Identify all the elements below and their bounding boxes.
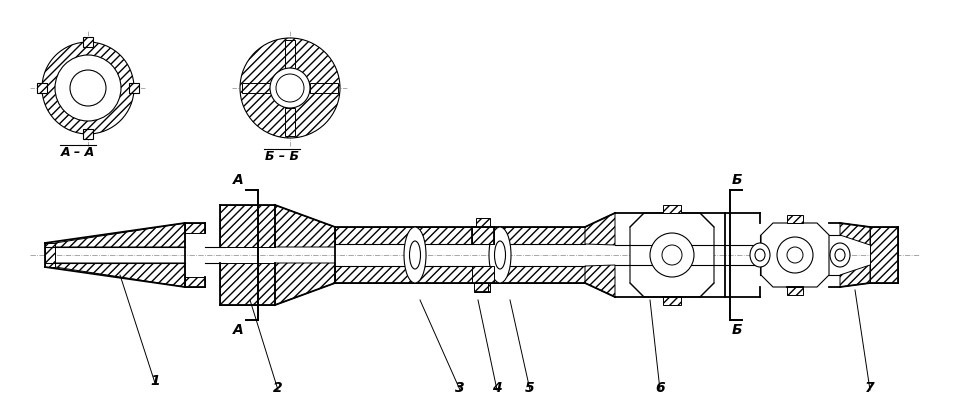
Bar bbox=[787, 215, 803, 223]
Circle shape bbox=[42, 42, 134, 134]
Ellipse shape bbox=[404, 227, 426, 283]
Circle shape bbox=[662, 245, 682, 265]
Bar bbox=[472, 266, 494, 283]
Polygon shape bbox=[55, 223, 185, 247]
Bar bbox=[129, 83, 139, 93]
Text: 1: 1 bbox=[150, 374, 160, 388]
Text: 3: 3 bbox=[455, 381, 465, 395]
Polygon shape bbox=[761, 223, 829, 287]
Text: 7: 7 bbox=[865, 381, 875, 395]
Polygon shape bbox=[275, 205, 335, 247]
Circle shape bbox=[70, 70, 106, 106]
Bar bbox=[787, 287, 803, 295]
Ellipse shape bbox=[835, 249, 845, 261]
Text: А: А bbox=[234, 173, 244, 187]
Polygon shape bbox=[275, 263, 335, 305]
Bar bbox=[285, 108, 295, 136]
Ellipse shape bbox=[755, 249, 765, 261]
Circle shape bbox=[787, 247, 803, 263]
Ellipse shape bbox=[750, 243, 770, 267]
Text: Б: Б bbox=[732, 323, 742, 337]
Text: А: А bbox=[234, 323, 244, 337]
Text: 5: 5 bbox=[525, 381, 535, 395]
Ellipse shape bbox=[830, 243, 850, 267]
Text: Б – Б: Б – Б bbox=[265, 150, 299, 163]
Text: А – А: А – А bbox=[61, 146, 95, 159]
Circle shape bbox=[270, 68, 310, 108]
Polygon shape bbox=[840, 223, 870, 245]
Bar bbox=[663, 205, 681, 213]
Bar bbox=[220, 263, 275, 305]
Bar bbox=[220, 205, 275, 247]
Text: 2: 2 bbox=[273, 381, 283, 395]
Bar bbox=[242, 83, 270, 93]
Text: 6: 6 bbox=[655, 381, 665, 395]
Bar bbox=[663, 297, 681, 305]
Ellipse shape bbox=[410, 241, 421, 269]
Bar bbox=[45, 243, 55, 267]
Bar bbox=[185, 277, 205, 287]
Bar bbox=[310, 83, 338, 93]
Bar bbox=[476, 283, 490, 292]
Bar bbox=[870, 227, 898, 283]
Bar bbox=[472, 227, 494, 244]
Circle shape bbox=[777, 237, 813, 273]
Bar bbox=[285, 40, 295, 68]
Bar bbox=[83, 37, 93, 47]
Text: 4: 4 bbox=[492, 381, 502, 395]
Circle shape bbox=[276, 74, 304, 102]
Bar bbox=[476, 218, 490, 227]
Bar bbox=[83, 129, 93, 139]
Bar bbox=[335, 266, 585, 283]
Circle shape bbox=[55, 55, 121, 121]
Bar bbox=[335, 227, 585, 244]
Polygon shape bbox=[585, 265, 615, 297]
Circle shape bbox=[650, 233, 694, 277]
Polygon shape bbox=[55, 263, 185, 287]
Ellipse shape bbox=[489, 227, 511, 283]
Bar bbox=[474, 283, 488, 292]
Ellipse shape bbox=[494, 241, 506, 269]
Circle shape bbox=[240, 38, 340, 138]
Bar bbox=[37, 83, 47, 93]
Polygon shape bbox=[840, 265, 870, 287]
Polygon shape bbox=[630, 213, 714, 297]
Polygon shape bbox=[585, 213, 615, 245]
Text: Б: Б bbox=[732, 173, 742, 187]
Bar bbox=[185, 223, 205, 233]
